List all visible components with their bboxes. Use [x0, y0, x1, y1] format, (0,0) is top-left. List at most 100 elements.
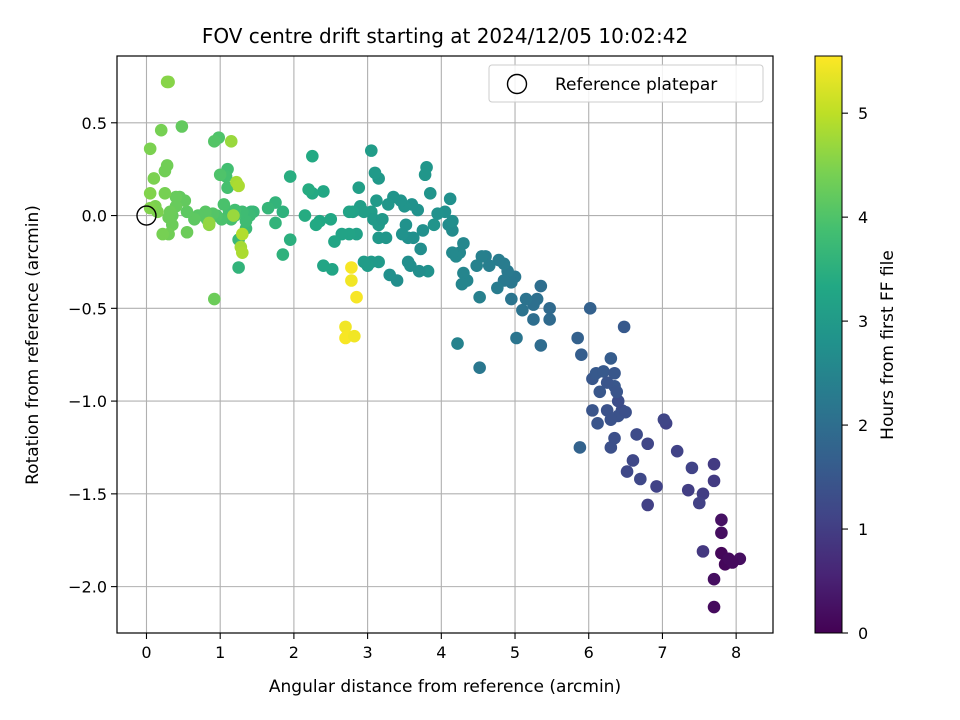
- data-point: [345, 261, 358, 274]
- data-point: [457, 237, 470, 250]
- y-axis-ticks: 0.5 0.0 −0.5 −1.0 −1.5 −2.0: [68, 114, 117, 597]
- data-point: [575, 348, 588, 362]
- data-point: [217, 198, 231, 211]
- data-point: [180, 225, 194, 239]
- data-point: [696, 545, 710, 558]
- data-point: [143, 201, 157, 215]
- data-point: [376, 212, 389, 226]
- data-point: [158, 186, 172, 200]
- data-point: [527, 313, 540, 326]
- data-point: [543, 302, 556, 315]
- colorbar-tick-label: 3: [858, 312, 868, 331]
- data-point: [641, 437, 654, 451]
- data-point: [345, 274, 358, 287]
- data-point: [302, 183, 315, 196]
- data-point: [416, 224, 430, 237]
- data-point: [475, 250, 489, 263]
- y-axis-label: Rotation from reference (arcmin): [23, 205, 43, 485]
- data-point: [604, 352, 618, 365]
- data-point: [423, 186, 437, 200]
- data-point: [586, 404, 599, 417]
- data-point: [591, 417, 604, 430]
- data-point: [261, 201, 275, 215]
- data-point: [418, 168, 432, 182]
- data-point: [611, 394, 625, 408]
- data-point: [608, 366, 621, 380]
- data-point: [597, 365, 610, 378]
- data-point: [401, 255, 415, 269]
- data-point: [630, 428, 643, 441]
- data-point: [317, 185, 330, 198]
- data-point: [298, 209, 312, 222]
- x-axis-label: Angular distance from reference (arcmin): [269, 677, 621, 697]
- data-point: [232, 179, 245, 193]
- reference-point-marker: [136, 205, 157, 226]
- colorbar-tick-label: 2: [858, 416, 868, 435]
- data-point: [395, 227, 409, 241]
- data-point: [707, 457, 721, 471]
- x-tick-label: 3: [363, 643, 373, 662]
- data-point: [431, 207, 444, 221]
- data-point: [657, 413, 671, 426]
- data-point: [348, 329, 361, 343]
- data-point: [681, 483, 695, 497]
- data-point: [180, 205, 194, 219]
- x-tick-label: 1: [215, 643, 225, 662]
- colorbar-tick-label: 4: [858, 208, 868, 227]
- data-point: [283, 233, 297, 246]
- data-point: [383, 268, 397, 282]
- data-point: [269, 216, 282, 230]
- colorbar: 0 1 2 3 4 5 Hours from first FF file: [814, 55, 898, 643]
- data-point: [207, 135, 221, 148]
- data-point: [227, 209, 240, 222]
- data-point: [154, 123, 168, 137]
- data-point: [610, 385, 624, 399]
- colorbar-tick-label: 5: [858, 104, 868, 123]
- data-point: [473, 290, 486, 304]
- data-point: [352, 181, 366, 195]
- data-point: [707, 474, 721, 488]
- data-point: [715, 526, 728, 540]
- colorbar-label: Hours from first FF file: [878, 250, 898, 440]
- data-point: [470, 259, 483, 272]
- y-tick-label: −0.5: [68, 299, 107, 318]
- data-point: [626, 454, 640, 467]
- colorbar-ticks: 0 1 2 3 4 5: [842, 104, 868, 643]
- y-tick-label: −1.0: [68, 392, 107, 411]
- data-point: [634, 472, 647, 486]
- data-point: [530, 292, 544, 306]
- data-point: [414, 242, 427, 256]
- data-points: [143, 75, 747, 614]
- x-axis-ticks: 0 1 2 3 4 5 6 7 8: [141, 633, 741, 662]
- data-point: [707, 600, 721, 614]
- data-point: [443, 192, 457, 206]
- x-tick-label: 7: [657, 643, 667, 662]
- data-point: [236, 227, 249, 241]
- data-point: [207, 292, 221, 306]
- data-point: [670, 444, 684, 458]
- data-point: [381, 198, 395, 211]
- colorbar-gradient: [814, 55, 843, 634]
- data-point: [707, 572, 721, 586]
- x-tick-label: 0: [141, 643, 151, 662]
- data-point: [328, 235, 341, 248]
- x-tick-label: 6: [584, 643, 594, 662]
- colorbar-tick-label: 1: [858, 520, 868, 539]
- data-point: [427, 218, 441, 232]
- data-point: [370, 194, 383, 208]
- x-tick-label: 2: [289, 643, 299, 662]
- data-point: [446, 214, 459, 228]
- data-point: [342, 205, 356, 219]
- data-point: [715, 513, 728, 527]
- data-point: [317, 259, 330, 272]
- data-point: [232, 261, 245, 274]
- data-point: [379, 231, 393, 245]
- data-point: [726, 556, 739, 569]
- data-point: [620, 465, 634, 478]
- data-point: [364, 144, 378, 157]
- x-tick-label: 5: [510, 643, 520, 662]
- data-point: [158, 164, 172, 178]
- data-point: [457, 266, 470, 280]
- data-point: [491, 281, 504, 295]
- data-point: [604, 413, 618, 426]
